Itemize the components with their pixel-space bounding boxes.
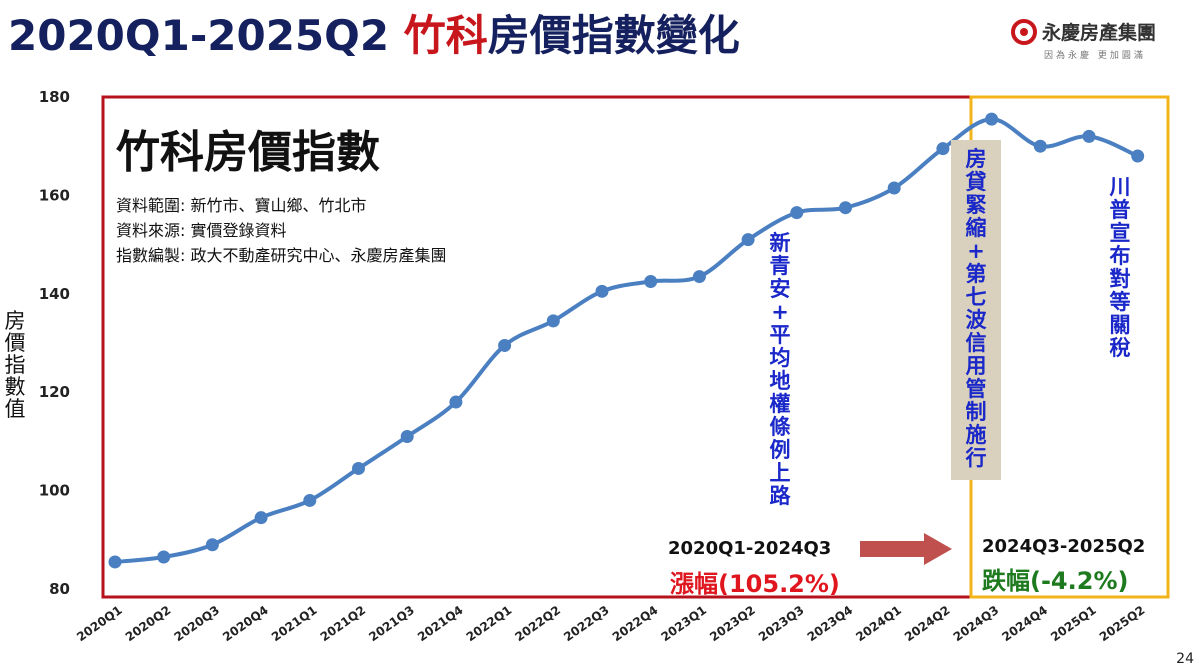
x-tick-label: 2023Q4	[805, 603, 856, 644]
x-tick-label: 2020Q1	[74, 603, 125, 644]
data-point	[936, 142, 950, 156]
data-point	[205, 538, 219, 552]
data-point	[644, 275, 658, 288]
x-tick-label: 2021Q3	[366, 603, 417, 644]
info-range: 資料範圍: 新竹市、寶山鄉、竹北市	[116, 196, 367, 215]
data-point	[352, 461, 365, 475]
rise-change-label: 漲幅(105.2%)	[670, 570, 840, 598]
data-point	[498, 338, 512, 352]
data-point	[449, 395, 463, 409]
x-tick-label: 2022Q2	[512, 603, 563, 644]
annotation-policy-3: 川普宣布對等關稅	[1109, 175, 1131, 360]
data-point	[400, 429, 414, 443]
data-point	[1082, 129, 1096, 143]
annotation-policy-2: 房貸緊縮 + 第七波信用管制施行	[965, 147, 987, 470]
x-tick-label: 2021Q1	[269, 603, 320, 644]
data-point	[692, 270, 706, 284]
y-axis-label: 房價指數值	[4, 309, 26, 421]
x-tick-label: 2024Q2	[902, 603, 953, 644]
data-point	[790, 206, 804, 220]
y-tick-labels: 80 100 120 140 160 180	[39, 88, 70, 598]
x-tick-labels: 2020Q12020Q22020Q32020Q42021Q12021Q22021…	[74, 603, 1147, 644]
data-point	[254, 511, 268, 525]
y-tick-label: 180	[39, 88, 70, 106]
data-point	[595, 284, 609, 298]
data-point	[108, 555, 122, 569]
x-tick-label: 2021Q4	[415, 603, 466, 644]
info-source: 資料來源: 實價登錄資料	[116, 221, 287, 240]
data-point	[157, 550, 171, 564]
info-compiler: 指數編製: 政大不動產研究中心、永慶房產集團	[116, 246, 447, 265]
title-rest: 房價指數變化	[487, 11, 740, 60]
x-tick-label: 2020Q2	[123, 603, 174, 644]
logo-mark-icon	[1011, 19, 1037, 45]
x-tick-label: 2024Q1	[853, 603, 904, 644]
fall-period-label: 2024Q3-2025Q2	[982, 536, 1146, 557]
x-tick-label: 2023Q1	[659, 603, 710, 644]
data-point	[1033, 139, 1047, 153]
x-tick-label: 2023Q2	[707, 603, 758, 644]
x-tick-label: 2024Q3	[951, 603, 1002, 644]
x-tick-label: 2020Q4	[220, 603, 271, 644]
x-tick-label: 2024Q4	[999, 603, 1050, 644]
data-points	[108, 112, 1145, 569]
period-arrow	[860, 533, 952, 565]
annotation-policy-2-bg	[951, 140, 1001, 480]
company-logo: 永慶房產集團 因為永慶 更加圓滿	[1010, 18, 1190, 72]
logo-tagline: 因為永慶 更加圓滿	[1044, 51, 1146, 61]
x-tick-label: 2023Q3	[756, 603, 807, 644]
page-number: 24	[1176, 651, 1194, 667]
x-tick-label: 2022Q1	[464, 603, 515, 644]
data-point	[985, 112, 999, 126]
x-tick-label: 2022Q3	[561, 603, 612, 644]
data-point	[1131, 149, 1145, 163]
data-point	[887, 181, 901, 195]
rise-period-label: 2020Q1-2024Q3	[668, 538, 832, 559]
data-point	[741, 233, 755, 247]
x-tick-label: 2022Q4	[610, 603, 661, 644]
title-main: 2020Q1-2025Q2	[8, 11, 404, 60]
series-line	[113, 117, 1140, 564]
x-tick-label: 2021Q2	[318, 603, 369, 644]
title-highlight: 竹科	[403, 11, 488, 60]
logo-name: 永慶房產集團	[1042, 22, 1157, 44]
y-tick-label: 160	[39, 186, 70, 204]
y-tick-label: 120	[39, 383, 70, 401]
inset-title: 竹科房價指數	[116, 127, 380, 178]
x-tick-label: 2025Q2	[1097, 603, 1148, 644]
y-tick-label: 80	[49, 580, 70, 598]
x-tick-label: 2025Q1	[1048, 603, 1099, 644]
annotation-policy-1: 新青安 + 平均地權條例上路	[769, 231, 791, 508]
data-point	[546, 314, 560, 328]
y-tick-label: 100	[39, 482, 70, 500]
fall-change-label: 跌幅(-4.2%)	[982, 567, 1129, 595]
data-point	[839, 201, 852, 215]
x-tick-label: 2020Q3	[172, 603, 223, 644]
data-point	[303, 493, 317, 507]
page-title: 2020Q1-2025Q2 竹科房價指數變化	[8, 2, 740, 63]
y-tick-label: 140	[39, 285, 70, 303]
